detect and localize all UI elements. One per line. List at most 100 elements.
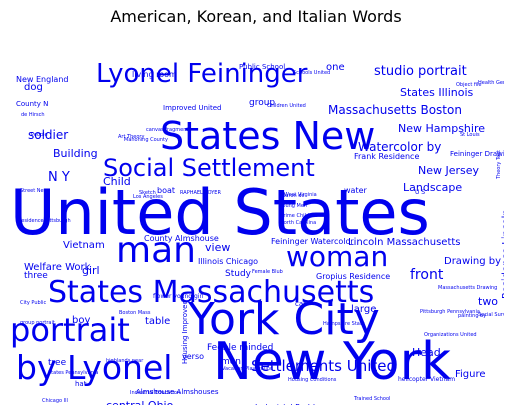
word-feininger-drawing: Feininger Drawing [450,150,504,158]
word-residence-lincoln: Residence Lincoln [501,209,504,299]
word-front: front [410,267,444,283]
word-chicago-ill: Chicago Ill [42,398,68,404]
word-street-new: Street New [20,188,48,194]
word-group: group [249,98,275,108]
word-large: large [351,304,376,315]
word-states-massachusetts: States Massachusetts [48,275,374,310]
word-mahoning-county: Mahoning County [124,137,168,143]
word-new-hampshire: New Hampshire [398,122,485,135]
word-boy: boy [72,315,90,326]
word-gropius-residence: Gropius Residence [316,272,390,281]
word-woman: woman [286,240,388,273]
word-sketch: Sketch [139,190,156,196]
word-figure: Figure [455,369,486,380]
word-highlands-near: highlands near [106,358,144,364]
word-boston-mass: Boston Mass [119,310,151,316]
word-york-city: York City [187,294,380,345]
word-drawing-by: Drawing by [444,256,501,267]
word-living-room: living room [132,70,177,79]
word-organizations-united: Organizations United [424,332,477,338]
word-united-states: United States [10,176,430,249]
word-theory-test: Theory Test [496,150,502,180]
word-child: Child [103,175,131,188]
word-industrial-education: Industrial Education [130,390,180,396]
word-table: table [145,316,170,327]
word-massachusetts-boston: Massachusetts Boston [328,103,462,117]
word-study: Study [225,269,252,279]
word-trained-school: Trained School [353,396,390,402]
word-children-united: Children United [267,103,306,109]
word-settlements-united: Settlements United [251,357,396,375]
word-two: two [478,295,498,308]
word-housing-improved: Housing Improved [181,300,189,364]
word-verso: verso [182,352,204,361]
word-canvas-fragment: canvas fragment [146,127,188,133]
chart-title: American, Korean, and Italian Words [110,7,402,26]
word-vietnam: Vietnam [63,240,105,251]
word-art-theory: Art Theory [118,134,144,140]
word-residence-pittsburgh: Residence Pittsburgh [18,218,71,224]
word-new-jersey: New Jersey [418,164,480,177]
word-landscape: Landscape [403,181,462,194]
word-men: men [221,357,241,367]
word-new-england: New England [16,75,68,84]
word-baron-de: Baron de [282,193,305,199]
word-girl: girl [82,264,100,277]
word-st-louis: St Louis [460,132,480,138]
word-studio-portrait: studio portrait [374,64,467,79]
word-pittsburgh-pennsylvania: Pittsburgh Pennsylvania [420,309,480,315]
word-city-public: City Public [20,300,46,306]
word-dog: dog [24,82,43,93]
word-frank-residence: Frank Residence [354,152,419,161]
word-feeble-minded: Feeble minded [207,343,273,353]
word-central-ohio: central Ohio [106,399,174,405]
word-view: view [205,241,230,254]
word-building: Building [53,147,98,160]
word-north-carolina: North Carolina [280,220,316,226]
word-welfare-work: Welfare Work [24,262,91,273]
word-schools-united: Schools United [293,70,330,76]
word-feininger-watercolor: Feininger Watercolor [271,237,354,246]
word-three: three [24,271,48,281]
word-county-n: County N [16,100,48,108]
word-people: People [31,132,48,138]
word-housing-conditions: Housing Conditions [288,377,337,383]
word-boat: boat [157,186,175,195]
word-social-settlement: Social Settlement [103,154,315,182]
word-object-file: Object file [456,82,482,88]
word-flower-young-girl: flower young girl [153,293,204,300]
word-watercolor-by: Watercolor by [358,140,441,154]
word-female-blub: Female Blub [252,269,283,275]
word-soldier: soldier [28,128,68,142]
word-portrait: portrait [10,311,130,349]
word-man: man [116,230,196,271]
word-vacation-playground: Vacation Playground [222,366,273,372]
word-new-york: New York [213,332,451,392]
word-raphael-soyer: RAPHAEL SOYER [180,190,221,196]
word-crime-children: Crime Children [280,213,317,219]
word-county-almshouse: County Almshouse [144,234,219,243]
word-hat: hat [75,380,87,388]
word-lyonel-feininger: Lyonel Feininger [96,59,308,89]
word-public-school: Public School [239,63,285,71]
word-car: car [295,300,306,308]
word-states-new: States New [160,114,375,158]
word-lincoln-massachusetts: Lincoln Massachusetts [348,237,461,248]
word-de-hirsch: de Hirsch [21,112,45,118]
word-by-lyonel: by Lyonel [16,348,172,387]
word-group-portrait: group portrait [20,320,55,326]
word-young-men: Young Men [279,203,307,209]
word-one: one [326,62,345,73]
word-health-general: Health General [478,80,504,86]
word-tree: tree [48,358,67,368]
word-almshouse-almshouses: Almshouse Almshouses [136,388,219,396]
word-massachusetts-drawing: Massachusetts Drawing [438,285,497,291]
word-u-s: U S [415,189,425,196]
word-improved-united: Improved United [163,104,221,112]
word-painting-by: painting by [458,313,486,319]
wordcloud-canvas: United States New York York City States New… [8,34,504,405]
word-illinois-chicago: Illinois Chicago [198,257,258,266]
word-industrial-problems: Industrial Problems [255,403,332,405]
word-los-angeles: Los Angeles [133,194,163,200]
